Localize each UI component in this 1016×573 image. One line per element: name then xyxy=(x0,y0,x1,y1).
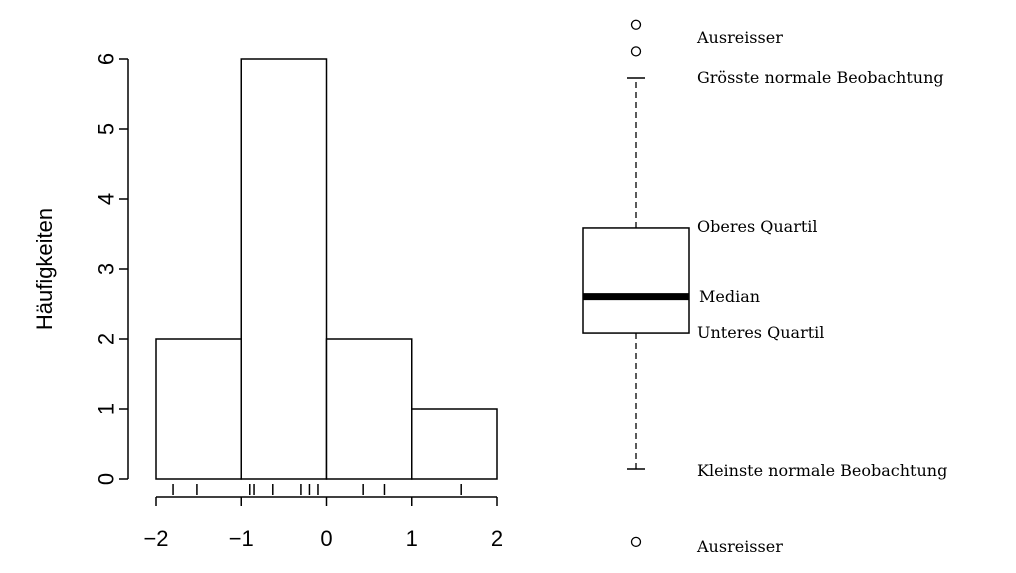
y-axis: 0 1 2 3 4 5 6 xyxy=(94,53,129,485)
y-tick-label: 3 xyxy=(94,263,119,275)
y-tick-label: 6 xyxy=(94,53,119,65)
annotation-upper-quartile: Oberes Quartil xyxy=(697,217,818,236)
boxplot-annotations: Ausreisser Grösste normale Beobachtung O… xyxy=(696,28,947,556)
outlier-point xyxy=(630,46,642,57)
x-tick-label: 0 xyxy=(320,526,332,551)
x-tick-label: −1 xyxy=(229,526,254,551)
x-tick-label: −2 xyxy=(143,526,168,551)
histogram-bar-1 xyxy=(240,58,328,480)
interquartile-box xyxy=(582,227,690,334)
histogram-bar-0 xyxy=(155,338,242,480)
y-tick-label: 5 xyxy=(94,123,119,135)
histogram-bar-2 xyxy=(325,338,413,480)
y-tick-label: 4 xyxy=(94,193,119,205)
histogram-bar-3 xyxy=(411,408,498,480)
y-tick-label: 1 xyxy=(94,403,119,415)
boxplot-panel: Ausreisser Grösste normale Beobachtung O… xyxy=(582,19,947,556)
x-tick-label: 1 xyxy=(406,526,418,551)
y-axis-title: Häufigkeiten xyxy=(32,208,57,330)
x-tick-label: 2 xyxy=(491,526,503,551)
outlier-point xyxy=(630,19,642,30)
annotation-outlier-bottom: Ausreisser xyxy=(696,537,783,556)
annotation-outlier-top: Ausreisser xyxy=(696,28,783,47)
y-tick-label: 2 xyxy=(94,333,119,345)
annotation-min-normal: Kleinste normale Beobachtung xyxy=(697,461,947,480)
annotation-median: Median xyxy=(699,287,760,306)
rug-marks xyxy=(172,484,462,495)
histogram-panel: Häufigkeiten 0 1 2 3 4 5 6 −2 −1 0 1 2 xyxy=(32,53,503,551)
y-tick-label: 0 xyxy=(94,473,119,485)
boxplot-shapes xyxy=(582,19,690,548)
annotation-lower-quartile: Unteres Quartil xyxy=(697,323,824,342)
x-axis: −2 −1 0 1 2 xyxy=(143,496,503,551)
outlier-point xyxy=(630,536,642,548)
annotation-max-normal: Grösste normale Beobachtung xyxy=(697,68,944,87)
histogram-bars xyxy=(155,58,498,480)
